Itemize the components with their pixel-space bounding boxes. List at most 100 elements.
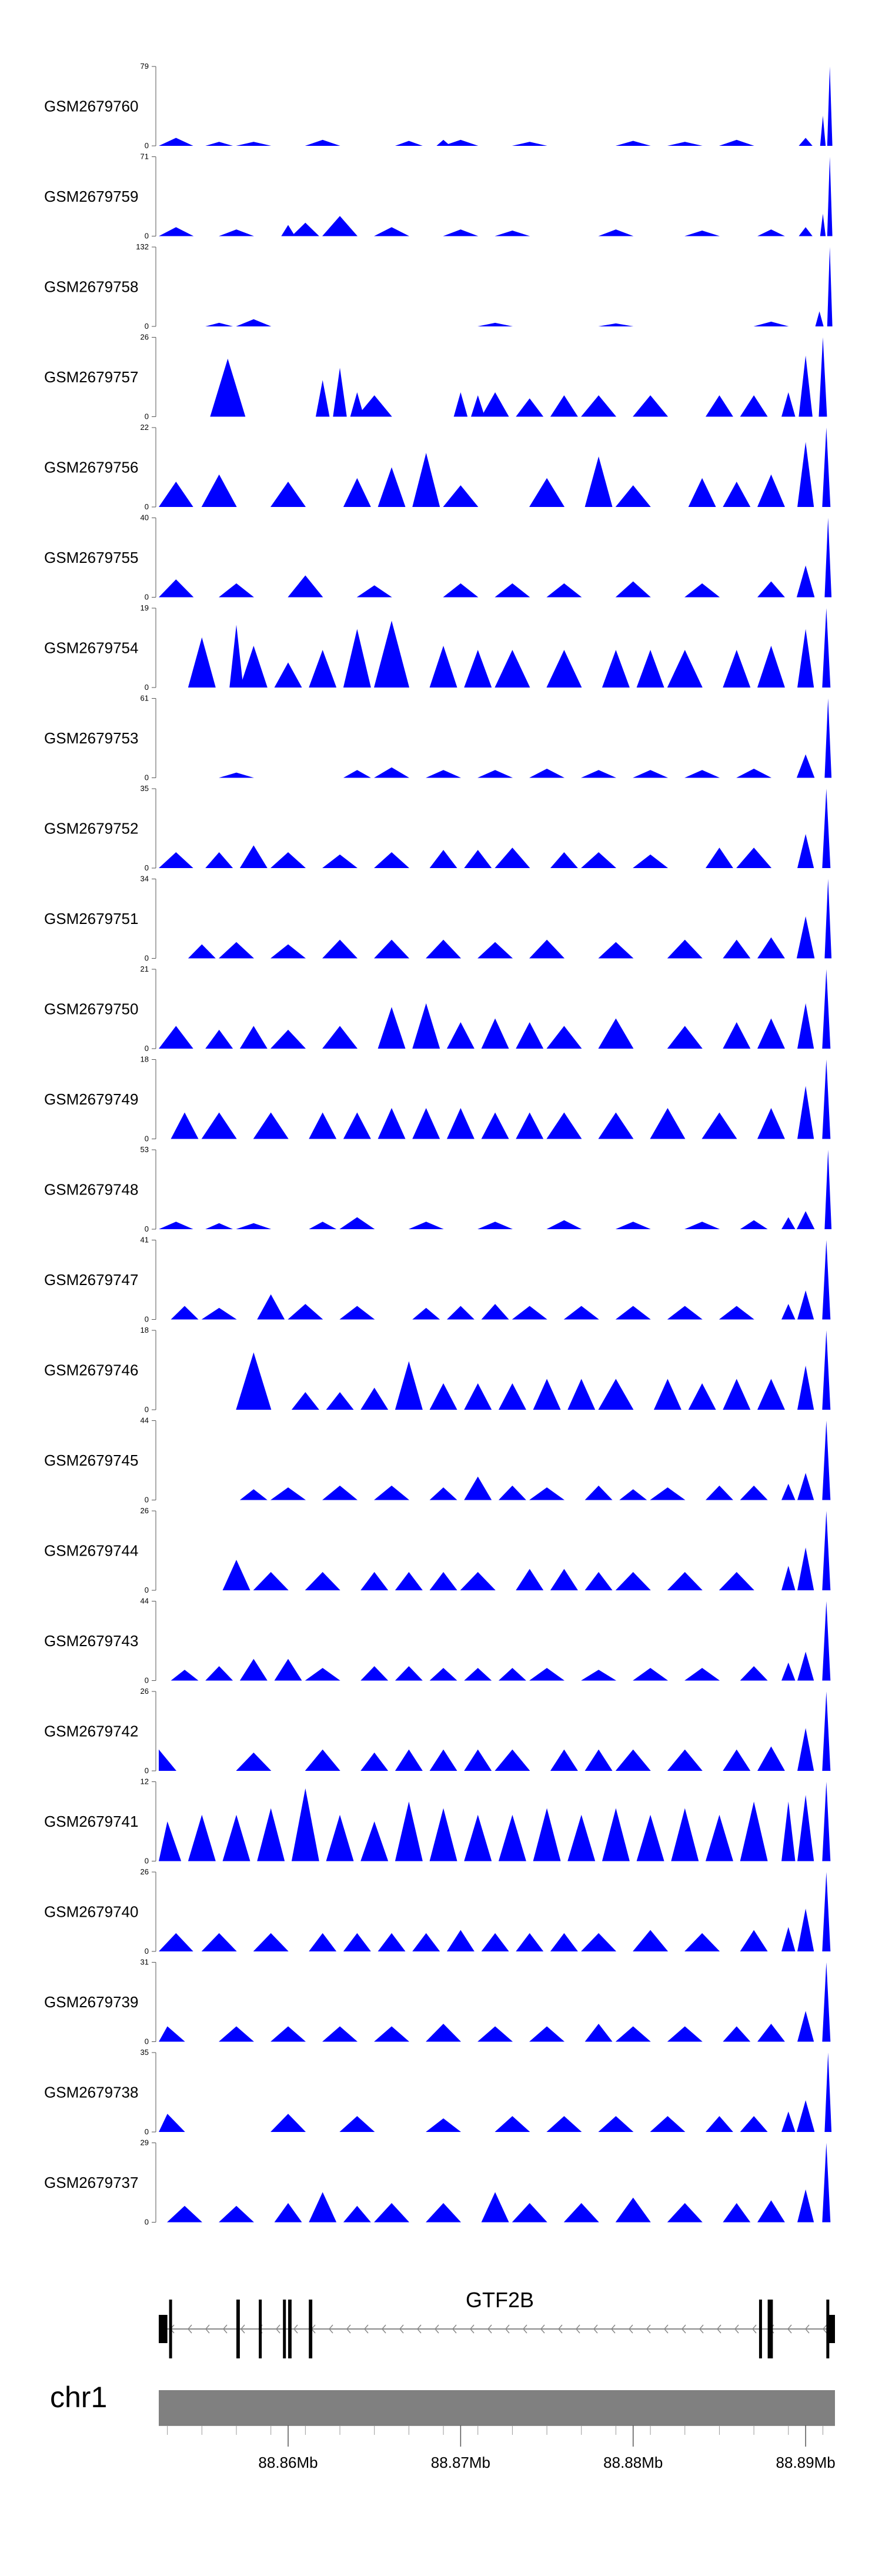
coverage-peak <box>650 2116 686 2132</box>
coverage-peak <box>429 1668 457 1681</box>
coverage-peak <box>719 1306 754 1320</box>
track-name-label: GSM2679745 <box>44 1451 138 1469</box>
strand-arrow <box>752 2324 757 2334</box>
coverage-peak <box>529 1487 565 1500</box>
track-gsm2679745: GSM2679745 44 0 <box>44 1416 831 1504</box>
track-name-label: GSM2679746 <box>44 1362 138 1379</box>
coverage-peak <box>159 1749 176 1771</box>
track-name-label: GSM2679750 <box>44 1000 138 1018</box>
coverage-peak <box>205 142 233 146</box>
coverage-peak <box>219 942 255 959</box>
coverage-peak <box>799 355 813 417</box>
track-ymin-label: 0 <box>145 2037 149 2046</box>
track-name-label: GSM2679748 <box>44 1181 138 1199</box>
strand-arrow <box>576 2324 580 2334</box>
track-ymin-label: 0 <box>145 1134 149 1143</box>
coverage-peak <box>377 1007 406 1049</box>
coverage-peak <box>815 311 824 326</box>
strand-arrow <box>505 2324 510 2334</box>
coverage-peak <box>822 1962 831 2042</box>
track-name-label: GSM2679738 <box>44 2084 138 2101</box>
coverage-peak <box>797 1003 814 1049</box>
gene-exon <box>759 2300 762 2358</box>
track-gsm2679743: GSM2679743 44 0 <box>44 1597 831 1685</box>
coverage-peak <box>550 1749 578 1771</box>
track-gsm2679748: GSM2679748 53 0 <box>44 1145 832 1233</box>
coverage-peak <box>615 2026 651 2042</box>
coverage-peak <box>229 625 243 688</box>
gene-exon <box>828 2315 835 2343</box>
coverage-peak <box>533 1379 561 1410</box>
coverage-peak <box>239 1489 268 1500</box>
coverage-peak <box>516 398 544 417</box>
coverage-peak <box>495 583 530 598</box>
coverage-peak <box>171 1112 199 1139</box>
coverage-peak <box>529 1668 565 1681</box>
coverage-peak <box>360 1752 389 1771</box>
chromosome-bar <box>159 2390 835 2425</box>
axis-tick-label: 88.86Mb <box>258 2454 318 2471</box>
coverage-peak <box>481 1112 509 1139</box>
coverage-peak <box>615 485 651 507</box>
track-gsm2679744: GSM2679744 26 0 <box>44 1506 831 1594</box>
coverage-peak <box>781 1304 796 1320</box>
track-name-label: GSM2679758 <box>44 278 138 296</box>
coverage-peak <box>719 1571 754 1590</box>
coverage-peak <box>740 1930 768 1951</box>
coverage-peak <box>615 141 651 146</box>
coverage-peak <box>822 1781 831 1861</box>
coverage-peak <box>356 395 392 417</box>
coverage-peak <box>667 1571 703 1590</box>
coverage-peak <box>667 650 703 688</box>
strand-arrow <box>540 2324 545 2334</box>
strand-arrow <box>787 2324 792 2334</box>
track-ymax-label: 35 <box>141 2048 149 2057</box>
track-ymax-label: 21 <box>141 965 149 973</box>
coverage-peak <box>322 2026 358 2042</box>
coverage-peak <box>822 1511 831 1590</box>
coverage-peak <box>253 1112 289 1139</box>
track-ymax-label: 19 <box>141 603 149 612</box>
strand-arrow <box>293 2324 298 2334</box>
coverage-peak <box>374 620 410 688</box>
axis-tick-label: 88.89Mb <box>776 2454 836 2471</box>
coverage-peak <box>481 392 509 417</box>
coverage-peak <box>667 2203 703 2223</box>
track-ymin-label: 0 <box>145 1857 149 1866</box>
coverage-peak <box>615 1749 651 1771</box>
coverage-peak <box>470 395 485 417</box>
coverage-peak <box>827 247 833 326</box>
coverage-peak <box>343 1112 371 1139</box>
coverage-peak <box>567 1379 596 1410</box>
coverage-peak <box>159 482 193 507</box>
coverage-peak <box>270 1029 306 1049</box>
coverage-peak <box>412 1933 440 1951</box>
coverage-peak <box>667 1306 703 1320</box>
coverage-peak <box>171 1670 199 1681</box>
coverage-peak <box>281 225 295 236</box>
track-ymin-label: 0 <box>145 322 149 331</box>
coverage-peak <box>550 1933 578 1951</box>
coverage-peak <box>305 1668 340 1681</box>
coverage-peak <box>460 1571 496 1590</box>
coverage-peak <box>757 2024 785 2042</box>
track-ymin-label: 0 <box>145 593 149 602</box>
coverage-peak <box>159 227 194 236</box>
track-ymax-label: 31 <box>141 1958 149 1967</box>
coverage-peak <box>820 213 826 236</box>
gene-exon <box>826 2300 830 2358</box>
coverage-peak <box>667 1026 703 1049</box>
track-ymax-label: 18 <box>141 1326 149 1334</box>
axis-tick-label: 88.87Mb <box>431 2454 490 2471</box>
coverage-peak <box>236 1352 272 1410</box>
coverage-peak <box>516 1933 544 1951</box>
strand-arrow <box>399 2324 404 2334</box>
track-gsm2679740: GSM2679740 26 0 <box>44 1867 831 1956</box>
coverage-peak <box>350 392 365 417</box>
coverage-peak <box>412 1307 440 1320</box>
coverage-peak <box>796 565 815 598</box>
coverage-peak <box>581 1670 617 1681</box>
coverage-peak <box>477 2026 513 2042</box>
coverage-peak <box>797 442 814 507</box>
coverage-peak <box>426 2118 462 2132</box>
